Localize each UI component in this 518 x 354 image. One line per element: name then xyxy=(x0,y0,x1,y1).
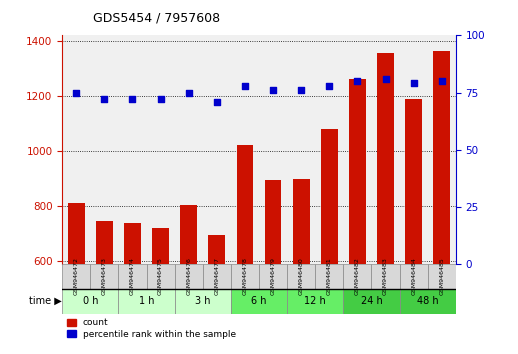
Text: 6 h: 6 h xyxy=(251,296,267,306)
FancyBboxPatch shape xyxy=(399,289,456,314)
Text: GSM946475: GSM946475 xyxy=(158,257,163,295)
FancyBboxPatch shape xyxy=(428,264,456,289)
FancyBboxPatch shape xyxy=(175,289,231,314)
Text: GSM946481: GSM946481 xyxy=(327,257,332,295)
Text: GSM946484: GSM946484 xyxy=(411,257,416,295)
FancyBboxPatch shape xyxy=(231,289,287,314)
Bar xyxy=(96,221,113,264)
FancyBboxPatch shape xyxy=(315,264,343,289)
Legend: count, percentile rank within the sample: count, percentile rank within the sample xyxy=(67,318,236,339)
Text: GSM946473: GSM946473 xyxy=(102,257,107,295)
Bar xyxy=(180,205,197,264)
Text: GSM946485: GSM946485 xyxy=(439,257,444,295)
Text: 3 h: 3 h xyxy=(195,296,210,306)
Text: 24 h: 24 h xyxy=(361,296,382,306)
FancyBboxPatch shape xyxy=(119,264,147,289)
FancyBboxPatch shape xyxy=(203,264,231,289)
Text: GSM946476: GSM946476 xyxy=(186,257,191,295)
Point xyxy=(297,87,305,93)
Bar xyxy=(265,180,281,264)
Text: 12 h: 12 h xyxy=(305,296,326,306)
Point xyxy=(353,78,362,84)
Text: GSM946472: GSM946472 xyxy=(74,257,79,295)
Bar xyxy=(208,235,225,264)
FancyBboxPatch shape xyxy=(231,264,259,289)
Text: GDS5454 / 7957608: GDS5454 / 7957608 xyxy=(93,12,220,25)
FancyBboxPatch shape xyxy=(259,264,287,289)
Point xyxy=(381,76,390,82)
FancyBboxPatch shape xyxy=(119,289,175,314)
Text: GSM946479: GSM946479 xyxy=(270,257,276,295)
FancyBboxPatch shape xyxy=(147,264,175,289)
FancyBboxPatch shape xyxy=(371,264,399,289)
FancyBboxPatch shape xyxy=(175,264,203,289)
Point xyxy=(410,81,418,86)
Text: 0 h: 0 h xyxy=(82,296,98,306)
Text: 1 h: 1 h xyxy=(139,296,154,306)
Bar xyxy=(377,53,394,264)
FancyBboxPatch shape xyxy=(287,289,343,314)
Bar xyxy=(68,203,84,264)
Point xyxy=(438,78,446,84)
Point xyxy=(156,97,165,102)
Point xyxy=(184,90,193,95)
Point xyxy=(241,83,249,88)
Text: GSM946482: GSM946482 xyxy=(355,257,360,295)
Text: time ▶: time ▶ xyxy=(30,296,62,306)
Text: GSM946478: GSM946478 xyxy=(242,257,248,295)
FancyBboxPatch shape xyxy=(399,264,428,289)
Bar xyxy=(152,228,169,264)
Text: GSM946480: GSM946480 xyxy=(299,257,304,295)
FancyBboxPatch shape xyxy=(287,264,315,289)
Bar xyxy=(405,99,422,264)
Text: 48 h: 48 h xyxy=(417,296,439,306)
Point xyxy=(100,97,108,102)
FancyBboxPatch shape xyxy=(343,289,399,314)
Bar xyxy=(293,178,310,264)
Bar xyxy=(434,51,450,264)
Bar xyxy=(321,129,338,264)
FancyBboxPatch shape xyxy=(343,264,371,289)
Point xyxy=(269,87,277,93)
Text: GSM946477: GSM946477 xyxy=(214,257,219,295)
Point xyxy=(325,83,334,88)
Point xyxy=(213,99,221,104)
Point xyxy=(72,90,80,95)
Bar xyxy=(237,145,253,264)
Text: GSM946474: GSM946474 xyxy=(130,257,135,295)
Bar xyxy=(124,223,141,264)
FancyBboxPatch shape xyxy=(62,264,90,289)
FancyBboxPatch shape xyxy=(62,289,119,314)
Text: GSM946483: GSM946483 xyxy=(383,257,388,295)
Bar xyxy=(349,79,366,264)
FancyBboxPatch shape xyxy=(90,264,119,289)
Point xyxy=(128,97,137,102)
